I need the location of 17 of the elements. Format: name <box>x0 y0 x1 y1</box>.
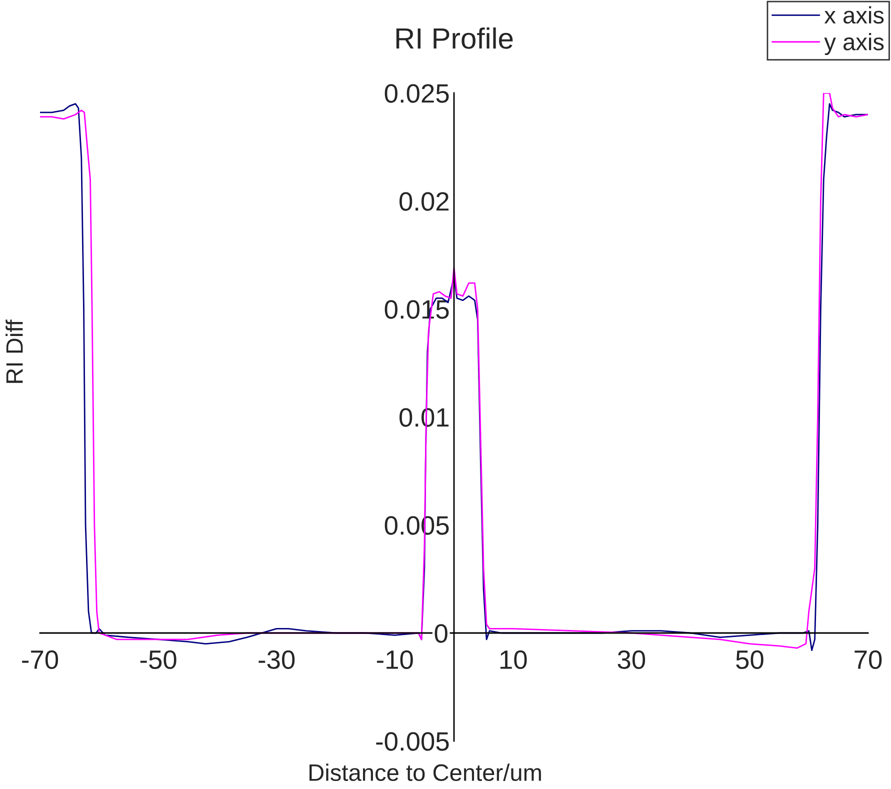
y-tick-label: 0 <box>434 624 448 643</box>
x-axis-title: Distance to Center/um <box>310 764 541 782</box>
chart-title: RI Profile <box>396 27 513 49</box>
y-tick-label: -0.005 <box>376 732 449 751</box>
y-tick-label: 0.02 <box>400 192 449 211</box>
x-tick-label: -30 <box>258 650 295 670</box>
x-tick-label: -50 <box>140 650 176 670</box>
x-tick-label: 30 <box>618 650 646 670</box>
y-tick-label: 0.025 <box>384 84 449 103</box>
x-tick-label: -10 <box>376 650 413 670</box>
legend-label: x axis <box>824 6 884 24</box>
legend-label: y axis <box>824 33 884 56</box>
x-tick-label: -70 <box>22 650 58 670</box>
x-tick-label: 50 <box>736 650 764 670</box>
y-axis-title: RI Diff <box>6 320 23 383</box>
x-tick-label: 70 <box>854 650 882 670</box>
x-tick-label: 10 <box>500 650 527 670</box>
